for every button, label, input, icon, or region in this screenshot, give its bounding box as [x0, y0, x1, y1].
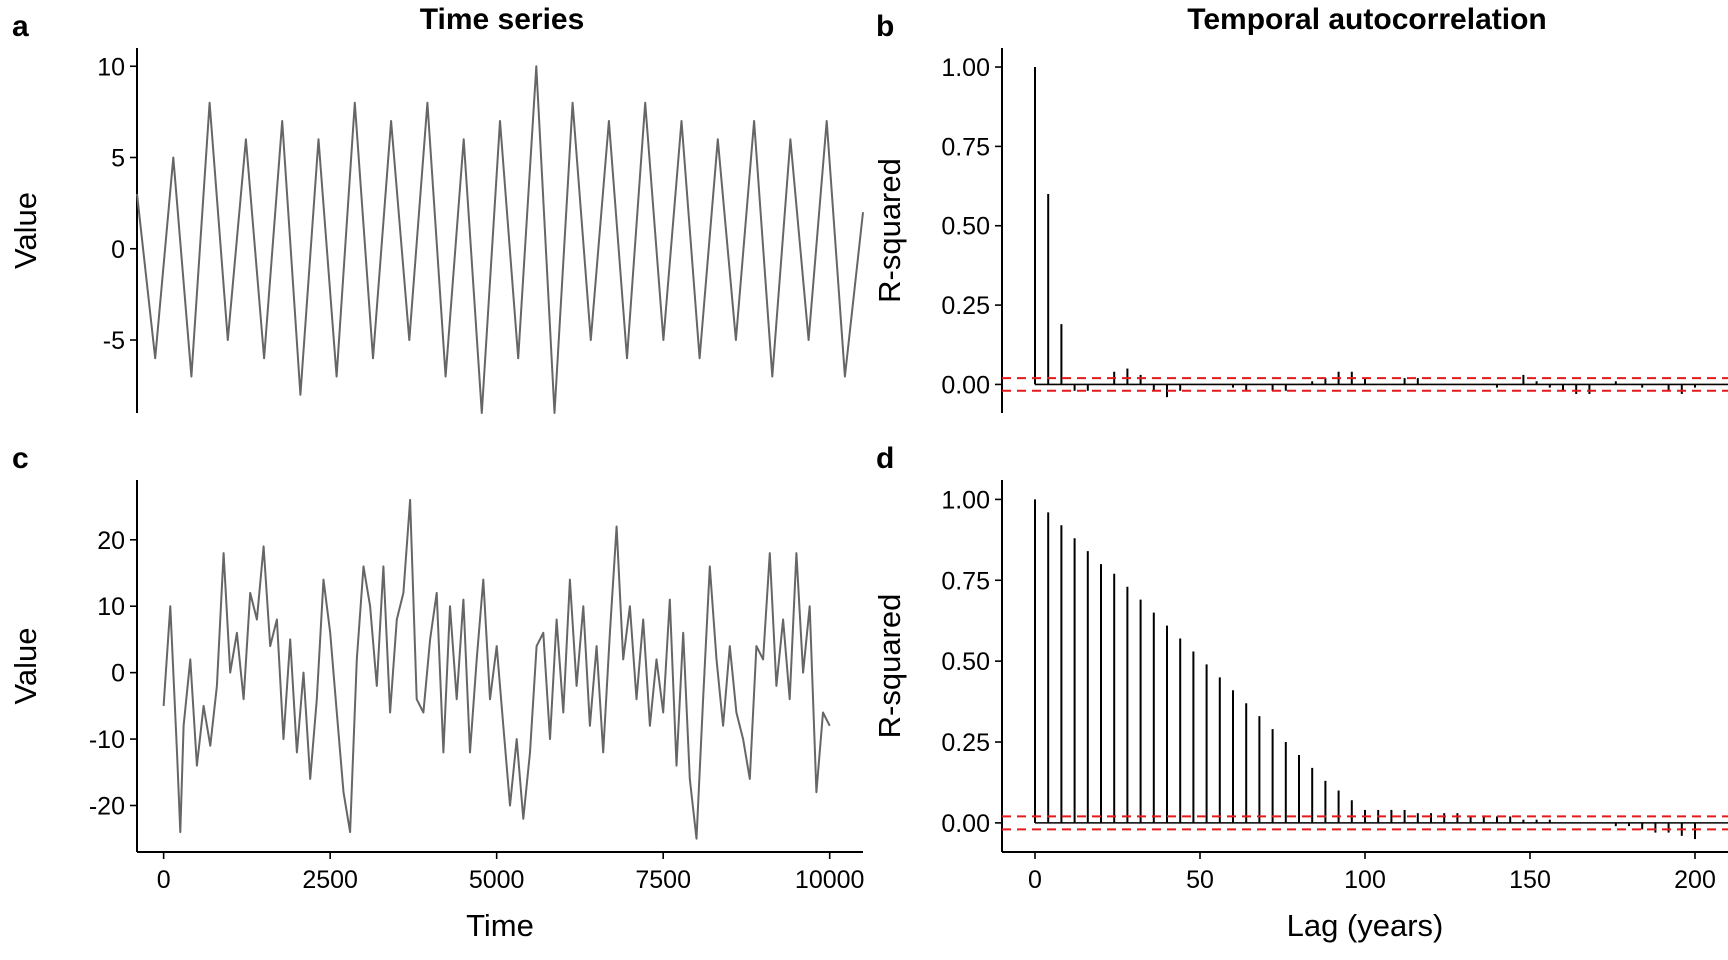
panel-letter: d [876, 442, 894, 475]
x-tick-label: 100 [1344, 866, 1386, 894]
x-tick-label: 0 [157, 866, 171, 894]
x-tick-label: 10000 [795, 866, 865, 894]
y-tick-label: 0.25 [941, 292, 990, 320]
right-column-title: Temporal autocorrelation [1187, 3, 1547, 36]
x-tick-label: 150 [1509, 866, 1551, 894]
y-tick-label: 10 [97, 53, 125, 81]
y-tick-label: -20 [89, 793, 125, 821]
x-tick-label: 5000 [469, 866, 525, 894]
y-tick-label: 0.75 [941, 567, 990, 595]
y-tick-label: 0.00 [941, 810, 990, 838]
panel-letter: c [12, 442, 29, 475]
panel-letter: b [876, 10, 894, 43]
y-axis-title: Value [8, 192, 43, 269]
x-axis-title: Lag (years) [1287, 908, 1444, 943]
x-tick-label: 200 [1674, 866, 1716, 894]
panel-c: c 20 10 0 -10 -20 Value 0 2500 5000 7500 10000 Time [8, 442, 864, 943]
y-tick-label: 0.00 [941, 371, 990, 399]
y-tick-label: -10 [89, 726, 125, 754]
y-axis-title: R-squared [872, 594, 907, 739]
x-tick-label: 50 [1186, 866, 1214, 894]
y-tick-label: 20 [97, 527, 125, 555]
y-tick-label: 0.50 [941, 213, 990, 241]
y-tick-label: 5 [111, 145, 125, 173]
left-column-title: Time series [420, 3, 585, 36]
x-tick-label: 7500 [635, 866, 691, 894]
y-tick-label: 0.75 [941, 133, 990, 161]
panel-a: a 10 5 0 -5 Value [8, 10, 864, 414]
y-tick-label: 10 [97, 593, 125, 621]
y-tick-label: 0.25 [941, 729, 990, 757]
series-line [162, 498, 831, 840]
panel-letter: a [12, 10, 29, 43]
x-axis-title: Time [466, 908, 534, 943]
y-tick-label: -5 [103, 327, 125, 355]
y-tick-label: 0 [111, 660, 125, 688]
panel-b: b 1.00 0.75 0.50 0.25 0.00 R-squared [872, 10, 1728, 413]
y-axis-title: R-squared [872, 158, 907, 303]
y-tick-label: 1.00 [941, 486, 990, 514]
series-line [136, 65, 864, 414]
y-tick-label: 0 [111, 236, 125, 264]
y-tick-label: 1.00 [941, 54, 990, 82]
x-tick-label: 2500 [302, 866, 358, 894]
x-tick-label: 0 [1028, 866, 1042, 894]
y-axis-title: Value [8, 628, 43, 705]
panel-d: d 1.00 0.75 0.50 0.25 0.00 R-squared 0 50 100 150 2… [872, 442, 1728, 943]
y-tick-label: 0.50 [941, 648, 990, 676]
